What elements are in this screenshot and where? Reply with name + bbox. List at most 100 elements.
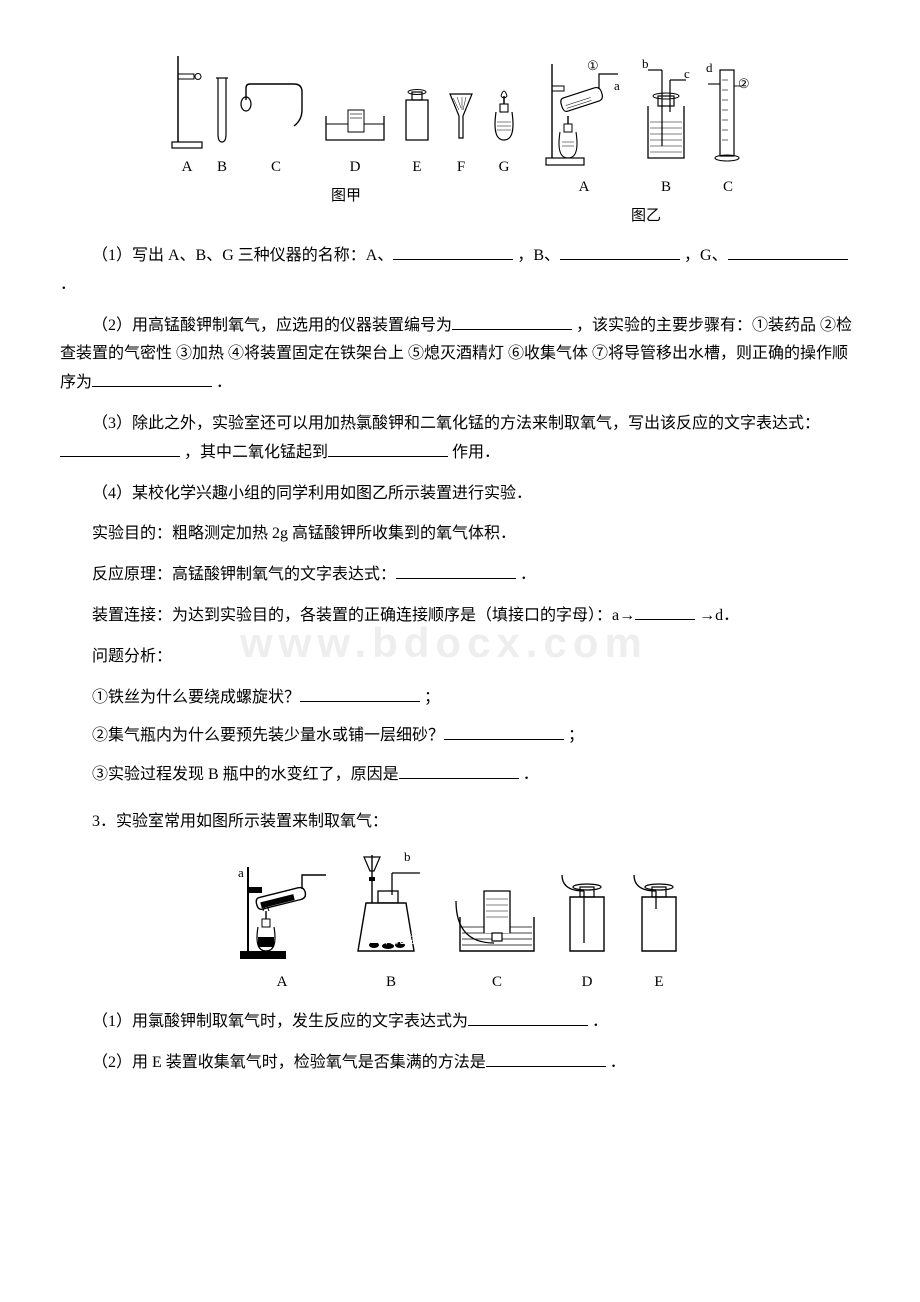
funnel-icon (444, 50, 478, 150)
q3-p2: （2）用 E 装置收集氧气时，检验氧气是否集满的方法是 ． (60, 1049, 860, 1078)
q2-p6: 反应原理：高锰酸钾制氧气的文字表达式： ． (60, 561, 860, 590)
label-F: F (457, 154, 465, 181)
apparatus-yi-B: b c B (634, 50, 698, 201)
q2-p6-a: 反应原理：高锰酸钾制氧气的文字表达式： (92, 566, 396, 583)
gas-jar-icon (398, 50, 436, 150)
caption-yi: 图乙 (631, 203, 661, 230)
apparatus-yi-A: ① a A (542, 50, 626, 201)
label-yi-A: A (579, 174, 590, 201)
blank (452, 314, 572, 330)
label-E: E (412, 154, 421, 181)
blank (399, 763, 519, 779)
blank (300, 686, 420, 702)
q2-p6-b: ． (520, 566, 536, 583)
apparatus-bot-B: b 二氧化锰 B (348, 847, 434, 996)
apparatus-A: A (170, 50, 204, 181)
q2-p1-a: （1）写出 A、B、G 三种仪器的名称：A、 (92, 247, 393, 264)
q2-p1: （1）写出 A、B、G 三种仪器的名称：A、 ，B、 ，G、 ． (60, 242, 860, 300)
label-B: B (217, 154, 227, 181)
label-G: G (499, 154, 510, 181)
apparatus-bot-A: a A (234, 847, 330, 996)
q2-p9-a: ①铁丝为什么要绕成螺旋状？ (92, 689, 300, 706)
q3-p1: （1）用氯酸钾制取氧气时，发生反应的文字表达式为 ． (60, 1008, 860, 1037)
q2-p11-a: ③实验过程发现 B 瓶中的水变红了，原因是 (92, 766, 399, 783)
blank (328, 441, 448, 457)
heating-setup-icon: ① a (542, 50, 626, 170)
blank (635, 604, 695, 620)
annot-circ1: ① (587, 58, 599, 73)
label-bot-B: B (386, 969, 396, 996)
annot-b: b (642, 56, 649, 71)
label-D: D (350, 154, 361, 181)
blank (393, 244, 513, 260)
apparatus-D: D (320, 50, 390, 181)
q2-p3-c: 作用． (452, 444, 500, 461)
water-trough-icon (320, 50, 390, 150)
blank (60, 441, 180, 457)
delivery-tube-icon (240, 50, 312, 150)
test-tube-icon (212, 50, 232, 150)
q2-p1-d: ． (60, 276, 76, 293)
blank (486, 1051, 606, 1067)
q2-p3-b: ，其中二氧化锰起到 (184, 444, 328, 461)
blank (444, 724, 564, 740)
q2-p4: （4）某校化学兴趣小组的同学利用如图乙所示装置进行实验． (60, 480, 860, 509)
blank (728, 244, 848, 260)
q2-p2-a: （2）用高锰酸钾制氧气，应选用的仪器装置编号为 (92, 317, 452, 334)
gas-jar-short-icon (632, 847, 686, 965)
label-yi-C: C (723, 174, 733, 201)
apparatus-row-yi: ① a A (542, 50, 750, 201)
caption-jia: 图甲 (331, 183, 361, 210)
q2-p7: 装置连接：为达到实验目的，各装置的正确连接顺序是（填接口的字母）：a→ →d． (60, 602, 860, 631)
figure-row-top: A B C (60, 50, 860, 230)
q2-p10-a: ②集气瓶内为什么要预先装少量水或铺一层细砂？ (92, 727, 444, 744)
q2-p3-a: （3）除此之外，实验室还可以用加热氯酸钾和二氧化锰的方法来制取氧气，写出该反应的… (92, 415, 820, 432)
apparatus-bot-C: C (452, 847, 542, 996)
apparatus-B: B (212, 50, 232, 181)
apparatus-row-bottom: a A b (234, 847, 686, 996)
apparatus-bot-E: E (632, 847, 686, 996)
annot-c: c (684, 66, 690, 81)
q2-p10-b: ； (568, 727, 584, 744)
gas-jar-up-icon (560, 847, 614, 965)
q2-p11: ③实验过程发现 B 瓶中的水变红了，原因是 ． (60, 761, 860, 790)
q2-p5: 实验目的：粗略测定加热 2g 高锰酸钾所收集到的氧气体积． (60, 520, 860, 549)
q3-p2-a: （2）用 E 装置收集氧气时，检验氧气是否集满的方法是 (92, 1054, 486, 1071)
figure-jia: A B C (170, 50, 522, 230)
annot-circ2: ② (738, 76, 750, 91)
q2-p7-b: →d． (699, 607, 739, 624)
q2-p10: ②集气瓶内为什么要预先装少量水或铺一层细砂？ ； (60, 722, 860, 751)
heating-stand-icon: a (234, 847, 330, 965)
q2-p2: （2）用高锰酸钾制氧气，应选用的仪器装置编号为 ，该实验的主要步骤有：①装药品 … (60, 312, 860, 398)
blank (560, 244, 680, 260)
annot-d: d (706, 60, 713, 75)
q3-p1-a: （1）用氯酸钾制取氧气时，发生反应的文字表达式为 (92, 1013, 468, 1030)
figure-row-bottom: a A b (60, 847, 860, 996)
label-yi-B: B (661, 174, 671, 201)
measuring-cylinder-icon: d ② (706, 50, 750, 170)
label-A: A (182, 154, 193, 181)
q2-p3: （3）除此之外，实验室还可以用加热氯酸钾和二氧化锰的方法来制取氧气，写出该反应的… (60, 410, 860, 468)
q2-p2-c: ． (216, 374, 232, 391)
blank (396, 563, 516, 579)
apparatus-bot-D: D (560, 847, 614, 996)
alcohol-lamp-icon (486, 50, 522, 150)
q2-p1-c: ，G、 (684, 247, 728, 264)
blank (92, 371, 212, 387)
label-bot-C: C (492, 969, 502, 996)
q3-p1-b: ． (592, 1013, 608, 1030)
q2-p7-a: 装置连接：为达到实验目的，各装置的正确连接顺序是（填接口的字母）：a→ (92, 607, 635, 624)
annot-a: a (614, 78, 620, 93)
apparatus-yi-C: d ② C (706, 50, 750, 201)
flask-funnel-icon: b 二氧化锰 (348, 847, 434, 965)
figure-yi: ① a A (542, 50, 750, 230)
q3-head: 3．实验室常用如图所示装置来制取氧气： (60, 808, 860, 837)
iron-stand-icon (170, 50, 204, 150)
label-bot-A: A (277, 969, 288, 996)
annot-tinyB: b (404, 849, 411, 864)
q2-p11-b: ． (523, 766, 539, 783)
label-bot-D: D (582, 969, 593, 996)
over-water-icon (452, 847, 542, 965)
q3-p2-b: ． (610, 1054, 626, 1071)
apparatus-F: F (444, 50, 478, 181)
